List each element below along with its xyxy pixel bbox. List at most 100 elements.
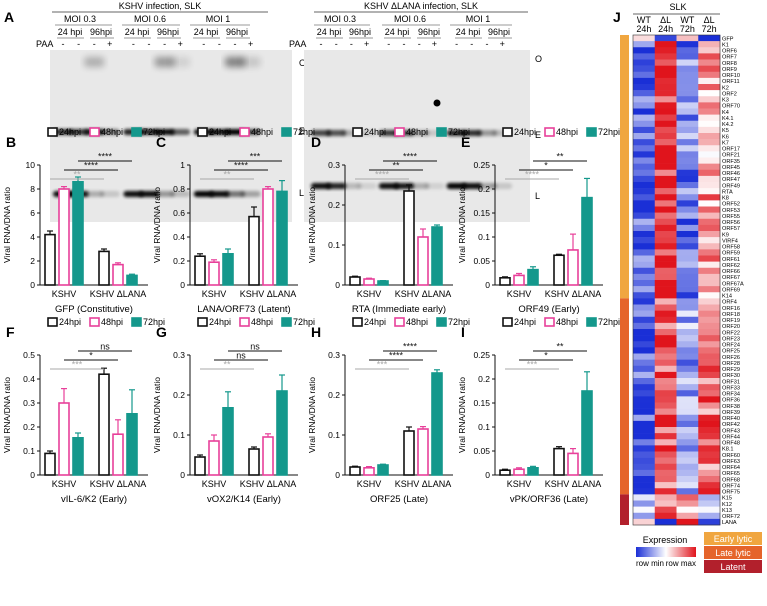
heatmap-cell — [676, 310, 699, 318]
blot-kshv-hpi-2: 96hpi — [90, 27, 112, 37]
gene-label: ORF35 — [722, 159, 740, 165]
bar — [276, 390, 288, 476]
heatmap-cell — [633, 310, 656, 318]
heatmap-cell — [676, 145, 699, 152]
heatmap-cell — [698, 139, 721, 146]
heatmap-cell — [698, 500, 721, 507]
heatmap-cell — [676, 151, 699, 158]
gene-label: K4.2 — [722, 122, 734, 128]
blot-kshv-moi-1: MOI 0.3 — [64, 14, 96, 24]
y-tick-label: 0.2 — [173, 256, 185, 266]
heatmap-cell — [676, 378, 699, 385]
heatmap-cell — [676, 261, 699, 269]
heatmap-cell — [633, 243, 656, 250]
legend-swatch — [281, 127, 292, 137]
gel-band-e — [378, 130, 399, 136]
x-tick-label: KSHV — [202, 479, 227, 489]
heatmap-cell — [633, 212, 656, 220]
heatmap-cell — [676, 457, 699, 465]
gene-label: ORF75 — [722, 490, 740, 496]
heatmap-cell — [698, 427, 721, 434]
heatmap-cell — [698, 71, 721, 79]
heatmap-cell — [676, 175, 699, 183]
heatmap-cell — [698, 188, 721, 195]
heatmap-cell — [633, 96, 656, 103]
heatmap-cell — [654, 182, 677, 189]
bar — [208, 440, 220, 476]
legend-swatch — [586, 317, 597, 327]
y-tick-label: 0.15 — [473, 398, 490, 408]
blot-dlana-hpi-6: 96hpi — [488, 27, 510, 37]
heatmap-cell — [654, 316, 677, 324]
bar — [248, 448, 260, 476]
legend-swatch — [131, 317, 142, 327]
y-axis-label: Viral RNA/DNA ratio — [457, 187, 467, 263]
bar — [262, 436, 274, 476]
paa-sign: + — [248, 39, 253, 49]
heatmap-cell — [654, 506, 677, 514]
heatmap-cell — [654, 402, 677, 409]
bar — [581, 196, 593, 286]
bar — [98, 373, 110, 476]
significance-label: ** — [392, 161, 400, 171]
chart-legend: 24hpi 48hpi 72hpi — [502, 127, 620, 137]
y-tick-label: 0 — [30, 280, 35, 290]
gene-label: ORF72 — [722, 514, 740, 520]
heatmap-cell — [633, 47, 656, 54]
heatmap-cell — [676, 120, 699, 128]
gene-label: ORF60 — [722, 453, 740, 459]
bar — [553, 254, 565, 286]
heatmap-cell — [654, 126, 677, 134]
gene-label: K13 — [722, 508, 732, 514]
heatmap-cell — [698, 304, 721, 311]
heatmap-column-label-top: WT — [680, 15, 694, 25]
heatmap-cell — [633, 194, 656, 201]
x-tick-label: KSHV ΔLANA — [240, 289, 297, 299]
gene-label: K14 — [722, 294, 732, 300]
heatmap-cell — [654, 273, 677, 281]
heatmap-cell — [698, 316, 721, 324]
gel-band-e — [326, 130, 347, 136]
gene-label: ORF67 — [722, 275, 740, 281]
chart-legend: 24hpi 48hpi 72hpi — [47, 127, 165, 137]
gene-label: ORF9 — [722, 67, 737, 73]
gene-label: ORF19 — [722, 318, 740, 324]
heatmap-cell — [633, 218, 656, 226]
bar — [417, 236, 429, 286]
heatmap-cell — [654, 292, 677, 299]
heatmap-cell — [698, 402, 721, 409]
bar — [499, 276, 511, 286]
heatmap-cell — [633, 231, 656, 238]
legend-swatch — [197, 127, 208, 137]
heatmap-cell — [633, 353, 656, 360]
heatmap-cell — [654, 35, 677, 42]
significance-label: * — [544, 161, 548, 171]
gel-band-l — [326, 183, 347, 189]
gene-label: ORF22 — [722, 330, 740, 336]
chart-i: I 24hpi 48hpi 72hpi 0 0.05 0.1 0.15 0.2 0.25 Viral… — [457, 317, 620, 505]
heatmap-cell — [676, 96, 699, 103]
heatmap-cell — [676, 365, 699, 373]
gene-label: ORF8 — [722, 61, 737, 67]
gene-label: ORF63 — [722, 459, 740, 465]
gene-label: ORF23 — [722, 336, 740, 342]
y-tick-label: 1 — [180, 160, 185, 170]
paa-sign: - — [132, 39, 135, 49]
y-axis-label: Viral RNA/DNA ratio — [152, 377, 162, 453]
heatmap-cell — [676, 218, 699, 226]
heatmap-cell — [633, 371, 656, 379]
gel-band-l — [84, 191, 105, 197]
gel-band-e — [139, 129, 159, 135]
heatmap-cell — [633, 378, 656, 385]
x-tick-label: KSHV — [52, 289, 77, 299]
panel-letter: E — [461, 134, 470, 150]
paa-sign: - — [350, 39, 353, 49]
gene-label: ORF49 — [722, 183, 740, 189]
chart-c: C 24hpi 48hpi 72hpi 0 0.2 0.4 0.6 0.8 1 Viral RNA/… — [152, 127, 315, 315]
y-tick-label: 0 — [335, 280, 340, 290]
heatmap-cell — [654, 329, 677, 336]
heatmap-cell — [698, 231, 721, 238]
bar — [363, 466, 375, 476]
